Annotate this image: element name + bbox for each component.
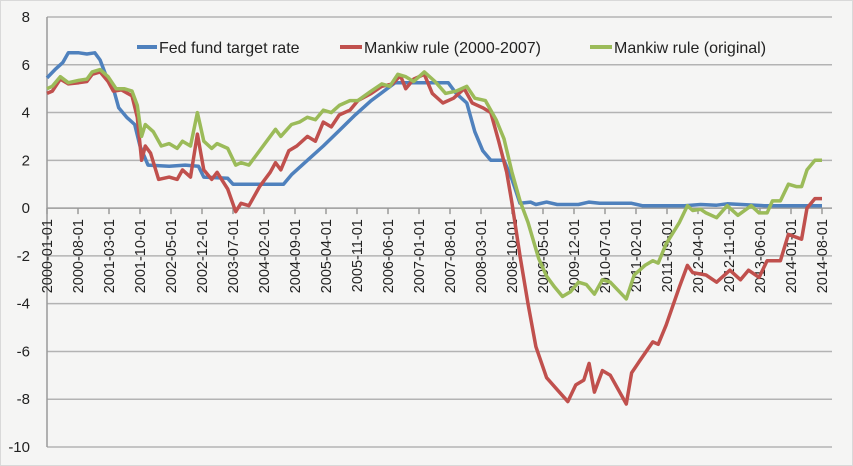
x-tick-label: 2002-05-01	[164, 219, 180, 293]
y-tick-label: -6	[17, 343, 30, 360]
y-tick-label: -10	[8, 439, 30, 456]
x-tick-label: 2007-01-01	[412, 219, 428, 293]
x-tick-label: 2001-03-01	[102, 219, 118, 293]
series-line-2	[46, 67, 822, 301]
x-tick-label: 2001-10-01	[133, 219, 149, 293]
x-tick-label: 2007-08-01	[443, 219, 459, 293]
legend-label-fed-fund: Fed fund target rate	[159, 40, 300, 57]
x-tick-label: 2004-02-01	[257, 219, 273, 293]
x-tick-label: 2000-01-01	[40, 219, 56, 293]
y-tick-label: 2	[22, 152, 30, 169]
x-tick-label: 2009-12-01	[567, 219, 583, 293]
series-line-1	[46, 70, 822, 406]
x-tick-label: 2004-09-01	[288, 219, 304, 293]
x-tick-label: 2013-06-01	[753, 219, 769, 293]
x-tick-label: 2012-04-01	[691, 219, 707, 293]
x-tick-label: 2014-08-01	[815, 219, 831, 293]
y-tick-label: -8	[17, 391, 30, 408]
x-tick-label: 2006-06-01	[381, 219, 397, 293]
legend-label-mankiw-2000-2007: Mankiw rule (2000-2007)	[364, 40, 541, 57]
y-tick-label: 8	[22, 9, 30, 26]
x-tick-label: 2005-04-01	[319, 219, 335, 293]
x-tick-label: 2014-01-01	[784, 219, 800, 293]
x-tick-label: 2000-08-01	[71, 219, 87, 293]
x-tick-label: 2003-07-01	[226, 219, 242, 293]
x-tick-label: 2009-05-01	[536, 219, 552, 293]
y-tick-label: -4	[17, 296, 30, 313]
y-tick-label: 0	[22, 200, 30, 217]
legend-label-mankiw-original: Mankiw rule (original)	[614, 40, 766, 57]
legend: Fed fund target rate Mankiw rule (2000-2…	[137, 40, 766, 57]
x-tick-label: 2010-07-01	[598, 219, 614, 293]
x-tick-label: 2012-11-01	[722, 219, 738, 292]
y-tick-label: 4	[22, 105, 30, 122]
x-tick-label: 2008-03-01	[474, 219, 490, 293]
y-tick-label: -2	[17, 248, 30, 265]
x-tick-label: 2002-12-01	[195, 219, 211, 293]
x-tick-label: 2005-11-01	[350, 219, 366, 292]
y-tick-label: 6	[22, 57, 30, 74]
